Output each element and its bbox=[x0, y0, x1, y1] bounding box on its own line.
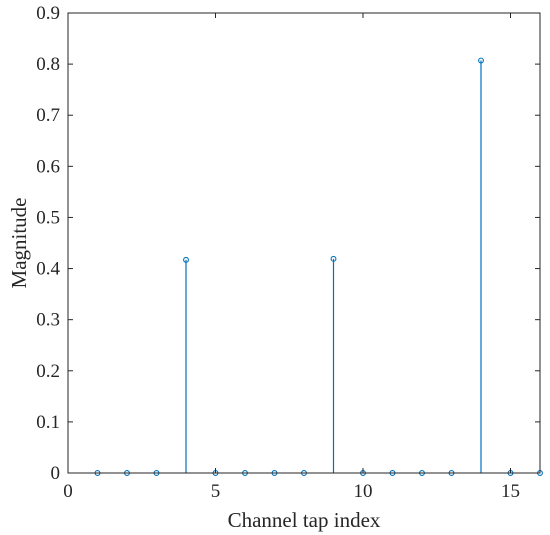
x-axis-label: Channel tap index bbox=[228, 508, 381, 532]
y-tick-label: 0.1 bbox=[36, 412, 60, 433]
y-tick-label: 0.8 bbox=[36, 54, 60, 75]
stem-marker bbox=[478, 57, 484, 64]
stem-marker bbox=[330, 255, 337, 262]
y-axis-label: Magnitude bbox=[7, 198, 31, 289]
stem-marks bbox=[94, 57, 543, 476]
y-tick-label: 0.4 bbox=[36, 259, 60, 280]
y-tick-label: 0.3 bbox=[36, 310, 60, 331]
x-tick-label: 10 bbox=[354, 481, 373, 502]
stem-marker bbox=[183, 256, 189, 263]
y-tick-label: 0.5 bbox=[36, 207, 60, 228]
y-tick-label: 0.7 bbox=[36, 105, 60, 126]
x-tick-label: 5 bbox=[211, 481, 221, 502]
x-tick-label: 0 bbox=[63, 481, 73, 502]
y-tick-label: 0 bbox=[51, 463, 61, 484]
x-tick-label: 15 bbox=[501, 481, 520, 502]
y-tick-label: 0.2 bbox=[36, 361, 60, 382]
axis-ticks: 0 5 10 15 0 0.1 0.2 0.3 0.4 0.5 0.6 0.7 0.8 0.9 bbox=[36, 3, 540, 502]
plot-frame bbox=[67, 12, 541, 474]
y-tick-label: 0.6 bbox=[36, 156, 60, 177]
y-tick-label: 0.9 bbox=[36, 3, 60, 24]
